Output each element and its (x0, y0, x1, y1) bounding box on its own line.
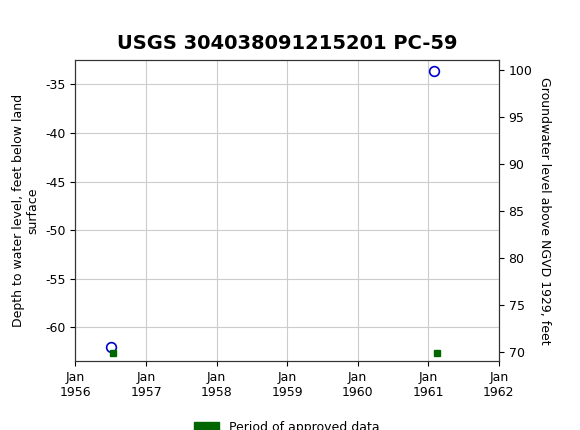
Y-axis label: Groundwater level above NGVD 1929, feet: Groundwater level above NGVD 1929, feet (538, 77, 551, 344)
Text: ≋USGS: ≋USGS (3, 8, 61, 27)
Legend: Period of approved data: Period of approved data (189, 416, 385, 430)
Y-axis label: Depth to water level, feet below land
surface: Depth to water level, feet below land su… (12, 94, 39, 327)
Title: USGS 304038091215201 PC-59: USGS 304038091215201 PC-59 (117, 34, 458, 53)
